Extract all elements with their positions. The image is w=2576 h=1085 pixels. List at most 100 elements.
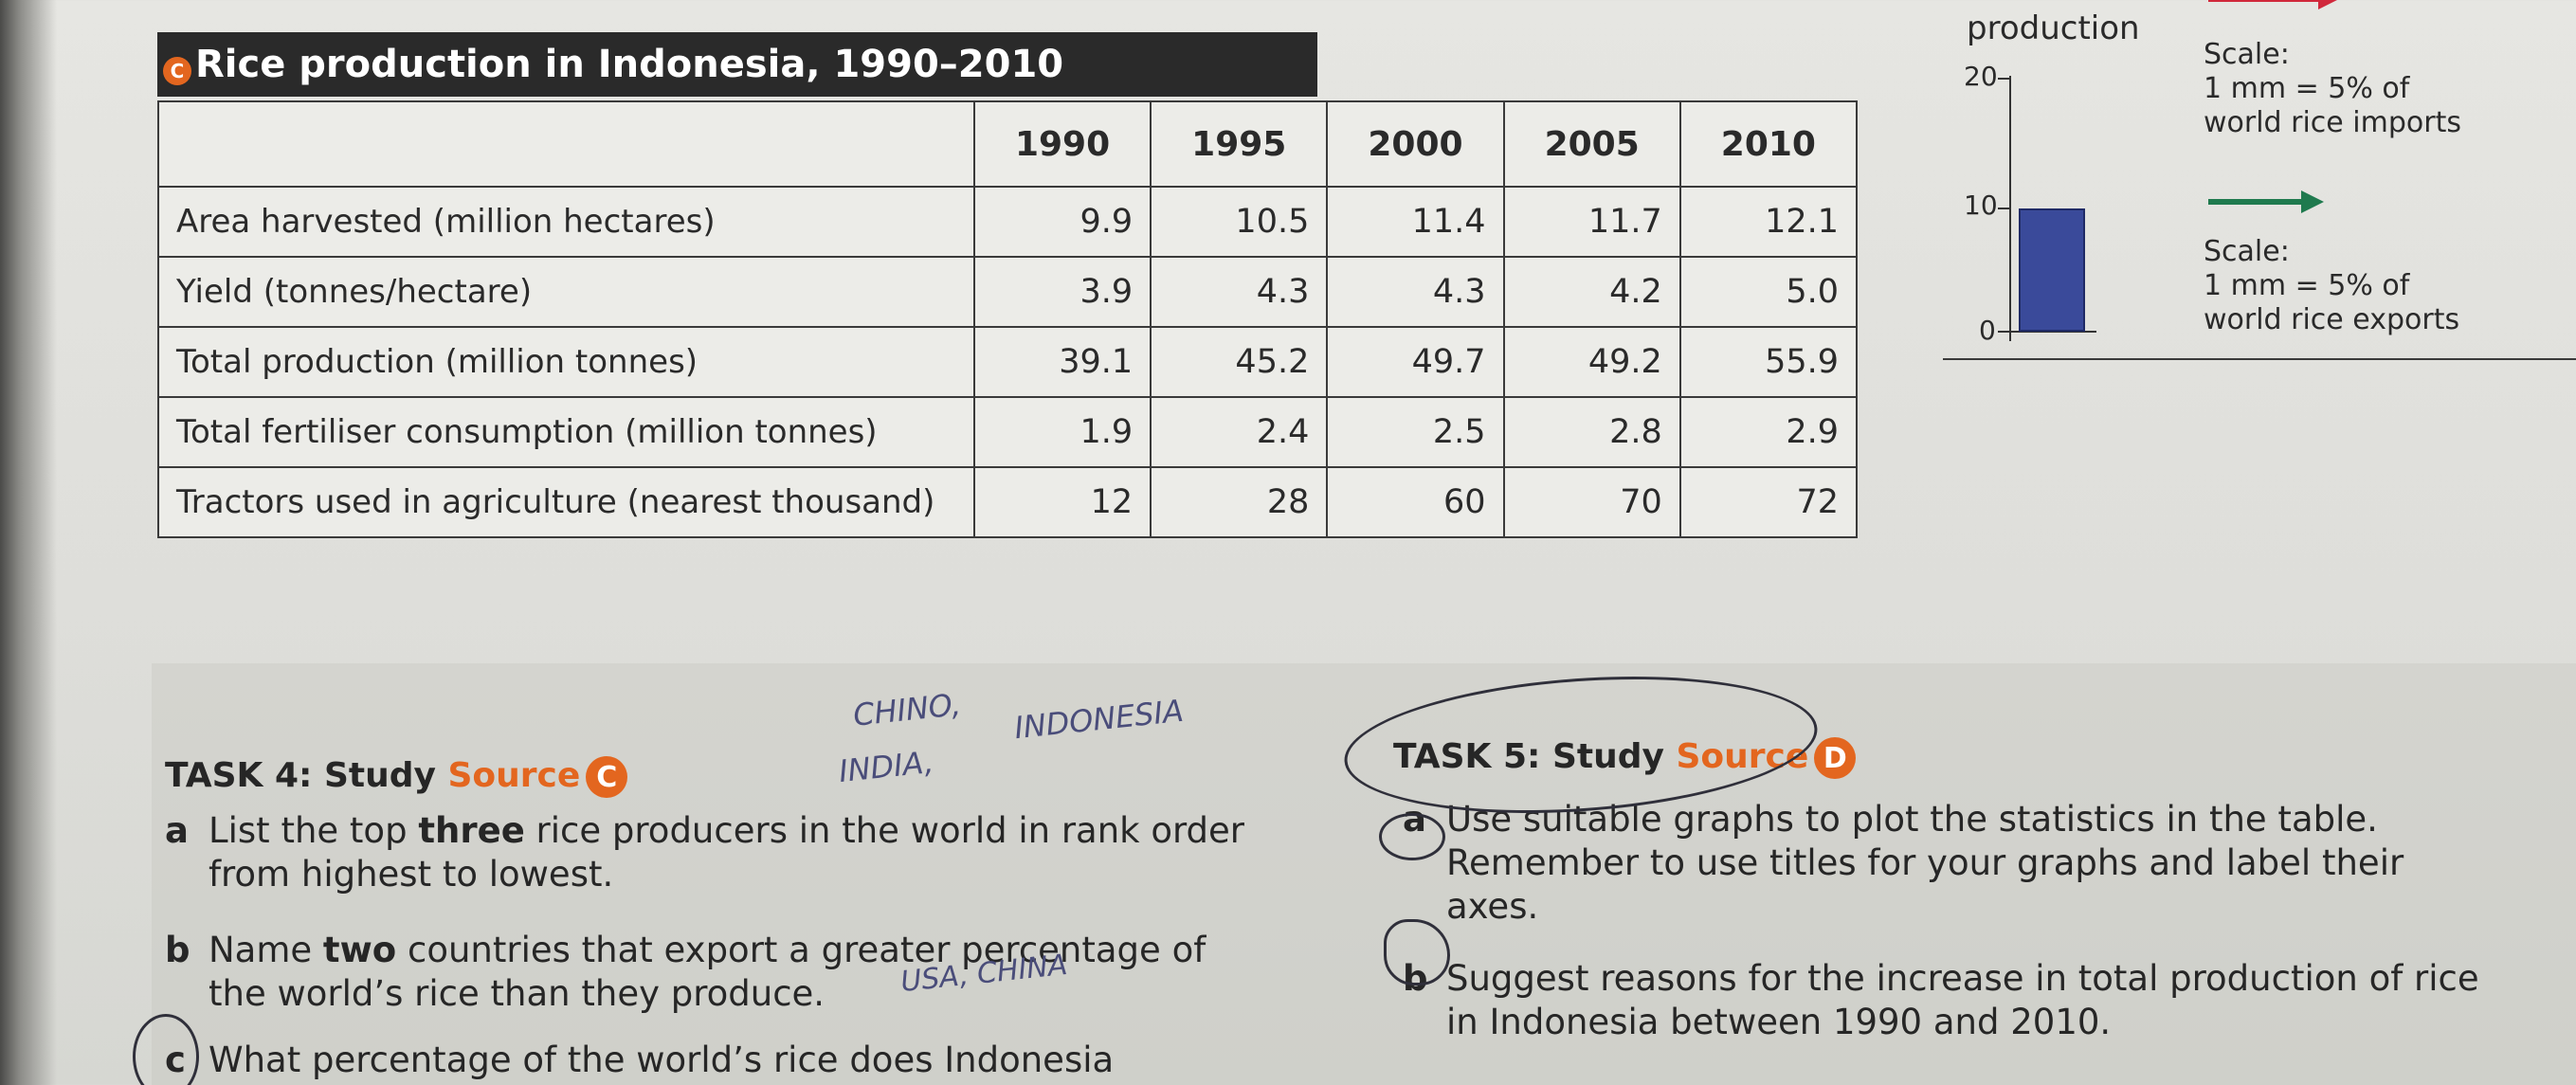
table-row: Yield (tonnes/hectare) 3.9 4.3 4.3 4.2 5… xyxy=(157,256,1859,328)
question-letter: b xyxy=(165,930,190,970)
table-cell: 4.3 xyxy=(1326,256,1505,328)
table-cell: 55.9 xyxy=(1678,326,1859,398)
question-text: axes. xyxy=(1446,886,1539,927)
task5-source-badge: D xyxy=(1814,737,1857,779)
pen-circle-mark xyxy=(133,1014,199,1085)
source-c-badge: C xyxy=(163,57,191,85)
task4-heading: TASK 4: Study Source C xyxy=(165,756,628,798)
header-year: 1995 xyxy=(1150,100,1329,188)
header-year: 2000 xyxy=(1326,100,1505,188)
table-cell: 49.7 xyxy=(1326,326,1505,398)
table-cell: 11.4 xyxy=(1326,186,1505,258)
table-cell: 72 xyxy=(1678,466,1859,538)
table-cell: 1.9 xyxy=(972,396,1152,468)
question-emphasis: two xyxy=(322,930,397,970)
task4-question-c: c What percentage of the world’s rice doe… xyxy=(165,1039,1114,1082)
task5-heading: TASK 5: Study Source D xyxy=(1393,737,1857,779)
question-text: the world’s rice than they produce. xyxy=(209,973,825,1014)
table-cell: 28 xyxy=(1150,466,1329,538)
task4-heading-text: TASK 4: Study xyxy=(165,756,448,795)
task5-question-a: a Use suitable graphs to plot the statist… xyxy=(1403,798,2404,929)
question-emphasis: three xyxy=(418,810,525,851)
table-cell: 2.4 xyxy=(1150,396,1329,468)
table-cell: 2.8 xyxy=(1502,396,1681,468)
task5-heading-text: TASK 5: Study xyxy=(1393,737,1677,776)
table-cell: 39.1 xyxy=(972,326,1152,398)
table-cell: 49.2 xyxy=(1502,326,1681,398)
tick-label: 10 xyxy=(1964,190,1998,221)
pen-circle-mark xyxy=(1379,813,1445,860)
task4-source-word: Source xyxy=(447,756,581,795)
table-cell: 9.9 xyxy=(972,186,1152,258)
pen-circle-mark xyxy=(1384,919,1450,986)
header-year: 2010 xyxy=(1678,100,1859,188)
table-header-row: 1990 1995 2000 2005 2010 xyxy=(157,100,1859,188)
question-text: rice producers in the world in rank orde… xyxy=(524,810,1245,851)
row-label: Total production (million tonnes) xyxy=(157,326,975,398)
production-bar xyxy=(2019,208,2085,332)
table-cell: 60 xyxy=(1326,466,1505,538)
header-year: 2005 xyxy=(1502,100,1681,188)
question-text: in Indonesia between 1990 and 2010. xyxy=(1446,1002,2112,1042)
scale-exports: Scale: 1 mm = 5% of world rice exports xyxy=(2204,235,2459,337)
row-label: Tractors used in agriculture (nearest th… xyxy=(157,466,975,538)
tick-label: 20 xyxy=(1964,61,1998,92)
x-baseline xyxy=(2011,331,2096,333)
question-text: What percentage of the world’s rice does… xyxy=(209,1040,1115,1080)
question-text: countries that export a greater percenta… xyxy=(396,930,1206,970)
axis-tick xyxy=(1998,208,2011,209)
question-text: List the top xyxy=(209,810,419,851)
source-d-panel xyxy=(1943,0,2576,360)
header-empty-cell xyxy=(157,100,975,188)
table-cell: 4.3 xyxy=(1150,256,1329,328)
table-title-text: Rice production in Indonesia, 1990–2010 xyxy=(195,43,1064,86)
axis-label: production xyxy=(1967,9,2140,47)
question-letter: a xyxy=(165,810,189,851)
table-cell: 12 xyxy=(972,466,1152,538)
table-row: Total production (million tonnes) 39.1 4… xyxy=(157,326,1859,398)
scale-line: 1 mm = 5% of xyxy=(2204,72,2410,105)
table-cell: 4.2 xyxy=(1502,256,1681,328)
row-label: Total fertiliser consumption (million to… xyxy=(157,396,975,468)
table-cell: 11.7 xyxy=(1502,186,1681,258)
task5-source-word: Source xyxy=(1676,737,1809,776)
table-cell: 2.5 xyxy=(1326,396,1505,468)
task-area xyxy=(152,663,2576,1085)
task4-question-a: a List the top three rice producers in th… xyxy=(165,809,1244,896)
axis-tick xyxy=(1998,78,2011,80)
scale-line: world rice exports xyxy=(2204,303,2460,336)
rice-production-table: 1990 1995 2000 2005 2010 Area harvested … xyxy=(157,100,1859,538)
task4-source-badge: C xyxy=(586,756,628,798)
question-text: Suggest reasons for the increase in tota… xyxy=(1446,958,2479,999)
table-cell: 3.9 xyxy=(972,256,1152,328)
header-year: 1990 xyxy=(972,100,1152,188)
exports-arrow-icon xyxy=(2208,190,2324,213)
axis-tick xyxy=(1998,331,2011,333)
task5-question-b: b Suggest reasons for the increase in tot… xyxy=(1403,957,2479,1044)
table-row: Total fertiliser consumption (million to… xyxy=(157,396,1859,468)
question-text: Remember to use titles for your graphs a… xyxy=(1446,842,2404,883)
table-cell: 5.0 xyxy=(1678,256,1859,328)
task4-question-b: b Name two countries that export a greate… xyxy=(165,929,1206,1016)
row-label: Area harvested (million hectares) xyxy=(157,186,975,258)
page-edge-shadow xyxy=(0,0,57,1085)
table-cell: 45.2 xyxy=(1150,326,1329,398)
imports-arrow-icon xyxy=(2208,0,2341,9)
question-text: Use suitable graphs to plot the statisti… xyxy=(1446,799,2378,840)
tick-label: 0 xyxy=(1979,315,1996,346)
scale-line: 1 mm = 5% of xyxy=(2204,269,2410,302)
table-title: Rice production in Indonesia, 1990–2010 xyxy=(157,32,1317,97)
table-row: Tractors used in agriculture (nearest th… xyxy=(157,466,1859,538)
table-cell: 70 xyxy=(1502,466,1681,538)
table-cell: 12.1 xyxy=(1678,186,1859,258)
scale-line: world rice imports xyxy=(2204,106,2461,139)
table-row: Area harvested (million hectares) 9.9 10… xyxy=(157,186,1859,258)
scale-line: Scale: xyxy=(2204,38,2290,71)
scale-imports: Scale: 1 mm = 5% of world rice imports xyxy=(2204,38,2461,140)
row-label: Yield (tonnes/hectare) xyxy=(157,256,975,328)
question-text: from highest to lowest. xyxy=(209,854,614,895)
table-cell: 2.9 xyxy=(1678,396,1859,468)
question-text: Name xyxy=(209,930,323,970)
scale-line: Scale: xyxy=(2204,235,2290,268)
table-cell: 10.5 xyxy=(1150,186,1329,258)
